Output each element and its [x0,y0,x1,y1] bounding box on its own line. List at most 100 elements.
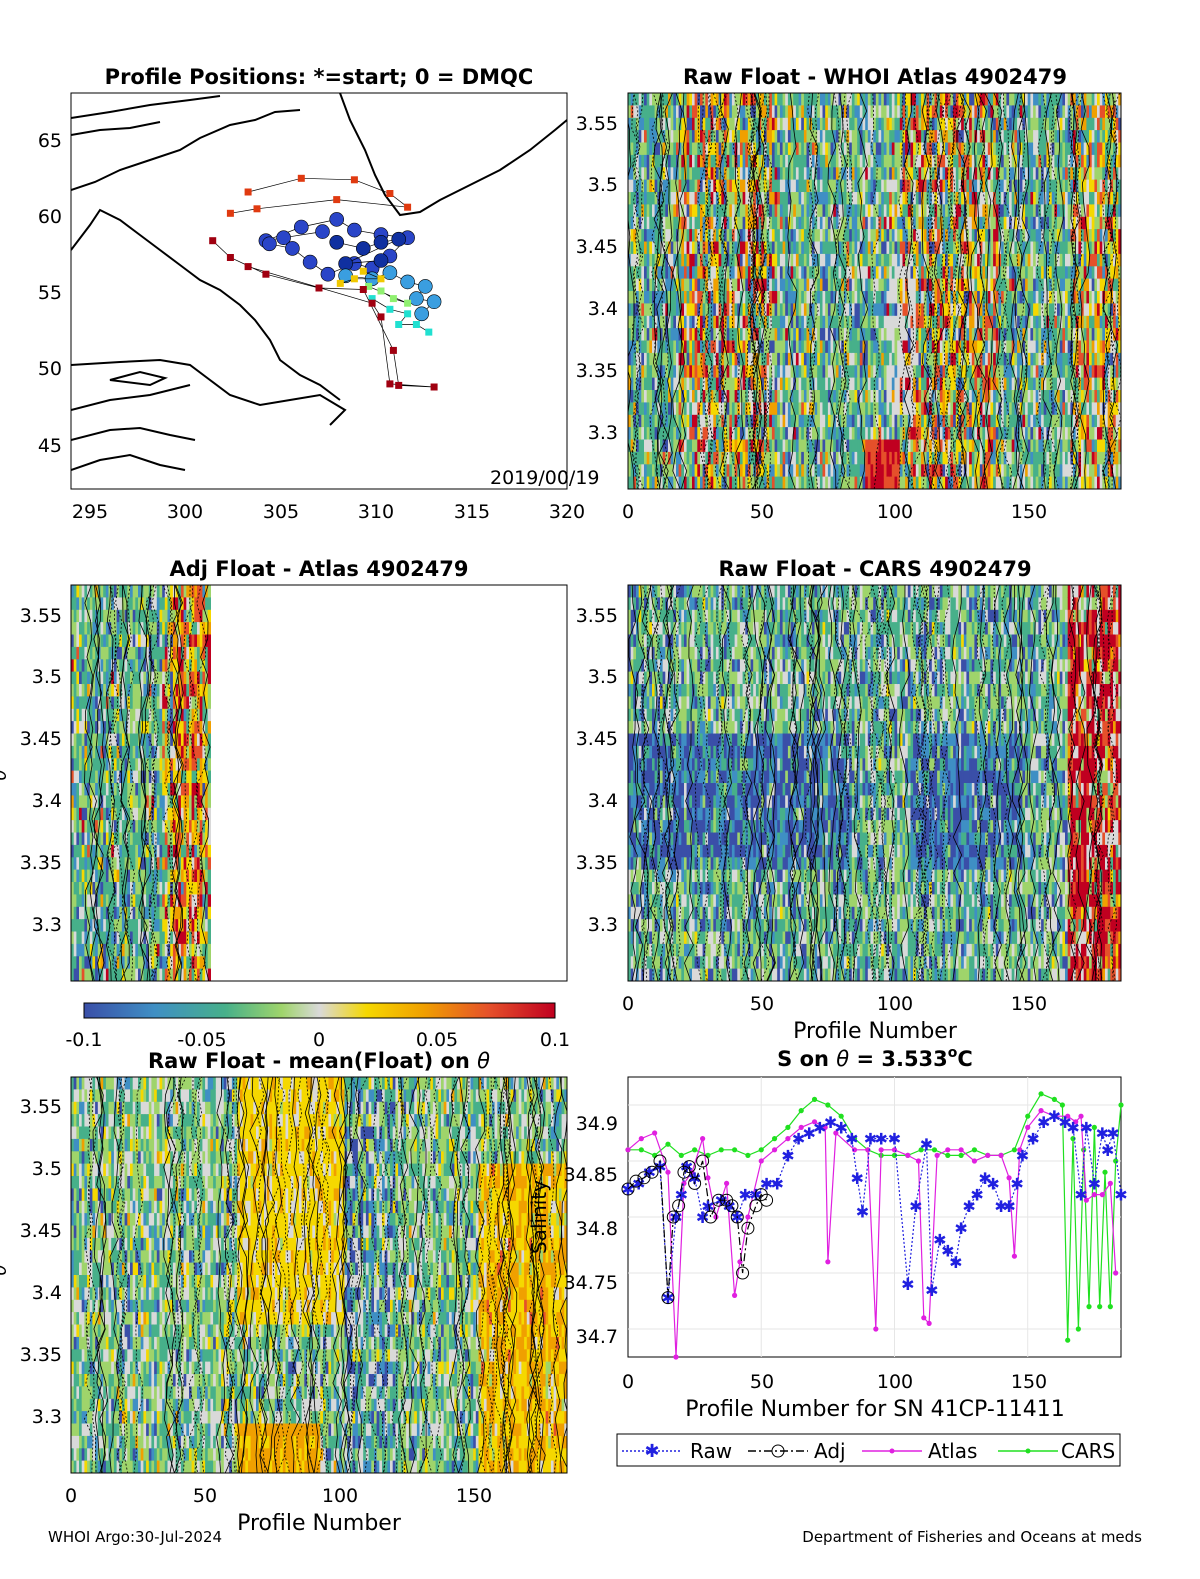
heat-cell [721,315,725,329]
heat-cell [846,352,850,366]
heat-cell [710,352,714,366]
heat-cell [878,105,882,119]
heat-cell [915,476,920,489]
heat-cell [822,414,826,428]
heat-cell [899,278,904,292]
heat-cell [710,130,714,144]
heat-cell [881,192,885,205]
heat-cell [891,117,896,131]
heat-cell [790,328,794,342]
heat-cell [827,142,832,156]
heat-cell [779,154,784,168]
heat-cell [878,93,882,106]
heat-cell [668,192,672,205]
heat-cell [934,130,938,144]
heat-cell [926,130,930,144]
heat-cell [636,439,640,453]
heat-cell [958,142,962,156]
heat-cell [993,154,997,168]
heat-cell [787,117,792,131]
heat-cell [742,204,746,218]
heat-cell [1025,414,1029,428]
heat-cell [982,315,986,329]
heat-cell [849,451,853,465]
heat-cell [875,476,880,489]
heat-cell [953,253,957,267]
heat-cell [673,340,677,354]
heat-cell [779,328,784,342]
heat-cell [990,390,994,403]
heat-cell [702,390,706,403]
heat-cell [694,117,698,131]
heat-cell [923,476,928,489]
heat-cell [958,414,962,428]
heat-cell [702,414,706,428]
heat-cell [1011,266,1015,280]
heat-cell [1003,464,1007,478]
heat-cell [945,377,949,391]
heat-cell [905,154,909,168]
heat-cell [886,204,890,218]
heat-cell [982,390,986,403]
heat-cell [827,328,832,342]
heat-cell [939,402,944,416]
heat-cell [990,377,994,391]
heat-cell [1022,365,1026,379]
heat-cell [811,427,816,441]
heat-cell [705,241,709,255]
heat-cell [787,192,792,205]
heat-cell [953,216,957,230]
heat-cell [742,179,746,193]
heat-cell [678,414,682,428]
heat-cell [755,414,760,428]
heat-cell [846,105,850,119]
heat-cell [934,117,938,131]
heat-cell [758,439,762,453]
heat-cell [692,464,696,478]
heat-cell [700,241,704,255]
heat-cell [750,253,754,267]
heat-cell [707,414,712,428]
heat-cell [686,130,690,144]
heat-cell [628,167,632,181]
heat-cell [995,130,1000,144]
heat-cell [985,377,989,391]
heat-cell [689,291,693,304]
heat-cell [795,216,800,230]
heat-cell [1003,154,1007,168]
heat-cell [929,414,933,428]
profile-marker [391,231,407,247]
heat-cell [825,464,829,478]
heat-cell [929,142,933,156]
heat-cell [1006,352,1010,366]
heat-cell [654,179,658,193]
heat-cell [665,229,669,243]
heat-cell [939,303,944,317]
heat-cell [649,229,653,243]
heat-cell [782,439,786,453]
heat-cell [1011,291,1015,304]
heat-cell [777,414,781,428]
heat-cell [942,93,946,106]
heat-cell [846,365,850,379]
heat-cell [806,192,810,205]
heat-cell [739,142,744,156]
heat-cell [763,303,768,317]
heat-cell [862,179,866,193]
heat-cell [1001,105,1005,119]
heat-cell [835,216,840,230]
heat-cell [801,303,805,317]
heat-cell [806,204,810,218]
heat-cell [859,315,864,329]
heat-cell [692,105,696,119]
heat-cell [793,266,797,280]
heat-cell [705,390,709,403]
heat-cell [774,179,778,193]
heat-cell [723,365,728,379]
heat-cell [825,352,829,366]
heat-cell [998,253,1002,267]
heat-cell [939,192,944,205]
heat-cell [886,142,890,156]
heat-cell [902,315,906,329]
heat-cell [881,402,885,416]
